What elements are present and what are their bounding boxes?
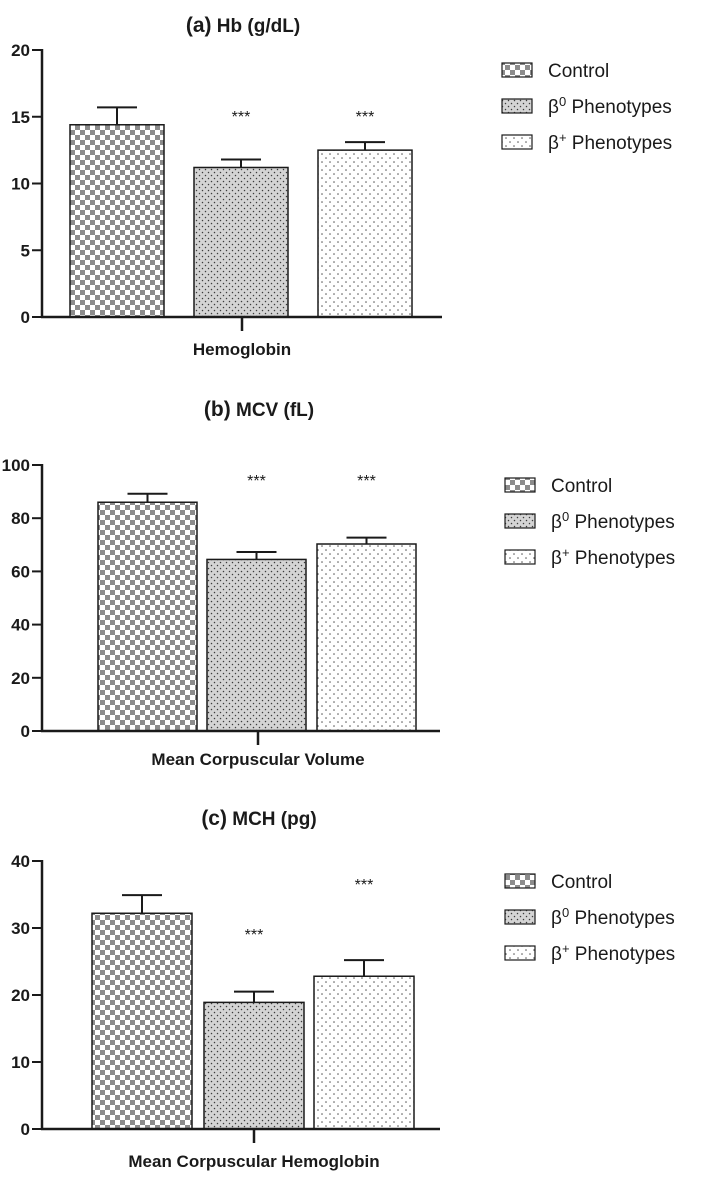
legend-label-1: Control <box>551 872 612 893</box>
legend-swatch-3 <box>501 134 533 150</box>
legend-swatch-2 <box>504 909 536 925</box>
legend-label-base: β <box>551 944 562 965</box>
legend-label-1: Control <box>551 476 612 497</box>
bar-3 <box>313 975 415 1130</box>
chart-panel-1: (a) Hb (g/dL) *** *** 0 5 10 15 20 Hemoglobin Con… <box>11 14 672 359</box>
legend-label-base: β <box>551 908 562 929</box>
x-axis-label: Mean Corpuscular Volume <box>151 750 364 769</box>
legend-label-3: β+ Phenotypes <box>551 941 675 965</box>
chart-title: (a) Hb (g/dL) <box>186 14 300 37</box>
y-tick-label-3: 40 <box>11 616 30 635</box>
legend-label-rest: Phenotypes <box>566 97 672 118</box>
legend-label-2: β0 Phenotypes <box>548 94 672 118</box>
y-tick-label-5: 20 <box>11 41 30 60</box>
significance-marker-2: *** <box>245 927 264 944</box>
legend-label-base: β <box>548 133 559 154</box>
legend-label-3: β+ Phenotypes <box>551 545 675 569</box>
legend-swatch-1 <box>501 62 533 78</box>
legend-label-rest: Phenotypes <box>569 908 675 929</box>
bar-2 <box>193 166 289 318</box>
y-tick-label-5: 40 <box>11 852 30 871</box>
bar-1 <box>91 912 193 1130</box>
legend-label-superscript: + <box>559 130 567 145</box>
significance-marker-3: *** <box>355 877 374 894</box>
significance-marker-2: *** <box>247 473 266 490</box>
legend-label-superscript: 0 <box>562 509 569 524</box>
legend-swatch-3 <box>504 945 536 961</box>
legend-label-rest: Phenotypes <box>570 944 676 965</box>
y-tick-label-4: 30 <box>11 919 30 938</box>
legend-label-3: β+ Phenotypes <box>548 130 672 154</box>
bar-2 <box>206 558 307 732</box>
legend-swatch-2 <box>504 513 536 529</box>
x-axis-label: Hemoglobin <box>193 340 291 359</box>
y-tick-label-5: 80 <box>11 509 30 528</box>
legend-swatch-2 <box>501 98 533 114</box>
bar-1 <box>69 124 165 318</box>
panel-label: (b) <box>204 398 231 421</box>
y-tick-label-2: 20 <box>11 669 30 688</box>
x-axis-label: Mean Corpuscular Hemoglobin <box>128 1152 379 1171</box>
chart-panel-3: (c) MCH (pg) *** *** 0 10 20 30 40 Mean Corpuscu… <box>11 807 675 1171</box>
chart-title: (c) MCH (pg) <box>201 807 316 830</box>
y-tick-label-4: 60 <box>11 562 30 581</box>
legend-label-superscript: 0 <box>562 905 569 920</box>
y-tick-label-1: 0 <box>21 722 30 741</box>
y-tick-label-2: 10 <box>11 1053 30 1072</box>
y-tick-label-4: 15 <box>11 108 30 127</box>
chart-panel-2: (b) MCV (fL) *** *** 0 20 40 60 80 100 Mean Corpu… <box>2 398 676 769</box>
significance-marker-3: *** <box>357 473 376 490</box>
y-tick-label-3: 10 <box>11 175 30 194</box>
legend-label-base: β <box>548 97 559 118</box>
legend-label-rest: Phenotypes <box>570 548 676 569</box>
significance-marker-2: *** <box>232 109 251 126</box>
y-tick-label-3: 20 <box>11 986 30 1005</box>
legend-swatch-1 <box>504 873 536 889</box>
legend-swatch-1 <box>504 477 536 493</box>
legend-label-base: β <box>551 512 562 533</box>
y-tick-label-6: 100 <box>2 456 30 475</box>
legend-label-2: β0 Phenotypes <box>551 905 675 929</box>
legend-label-1: Control <box>548 61 609 82</box>
legend-label-superscript: + <box>562 941 570 956</box>
bar-3 <box>317 149 413 318</box>
bar-1 <box>97 501 198 732</box>
y-tick-label-2: 5 <box>21 241 30 260</box>
chart-title-text: MCV (fL) <box>231 400 314 421</box>
y-tick-label-1: 0 <box>21 308 30 327</box>
chart-title-text: Hb (g/dL) <box>212 16 301 37</box>
legend-label-superscript: + <box>562 545 570 560</box>
legend-label-rest: Phenotypes <box>569 512 675 533</box>
legend-label-superscript: 0 <box>559 94 566 109</box>
legend-swatch-3 <box>504 549 536 565</box>
panels: (a) Hb (g/dL) *** *** 0 5 10 15 20 Hemoglobin Con… <box>2 14 676 1171</box>
legend-label-rest: Phenotypes <box>567 133 673 154</box>
y-tick-label-1: 0 <box>21 1120 30 1139</box>
chart-title-text: MCH (pg) <box>227 809 317 830</box>
legend-label-base: β <box>551 548 562 569</box>
legend-label-2: β0 Phenotypes <box>551 509 675 533</box>
panel-label: (c) <box>201 807 227 830</box>
panel-label: (a) <box>186 14 212 37</box>
chart-title: (b) MCV (fL) <box>204 398 314 421</box>
bar-2 <box>203 1001 305 1130</box>
significance-marker-3: *** <box>356 109 375 126</box>
bar-3 <box>316 543 417 732</box>
